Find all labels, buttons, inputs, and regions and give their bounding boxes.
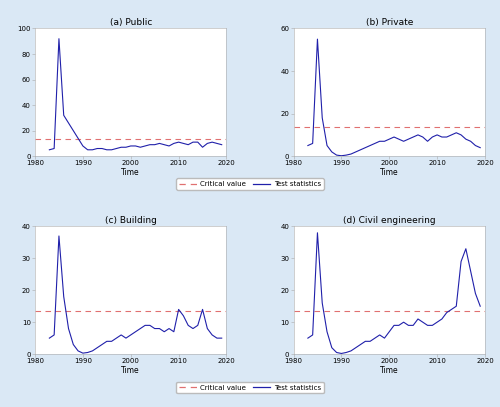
Title: (c) Building: (c) Building: [105, 216, 156, 225]
X-axis label: Time: Time: [122, 365, 140, 375]
Legend: Critical value, Test statistics: Critical value, Test statistics: [176, 178, 324, 190]
X-axis label: Time: Time: [380, 168, 398, 177]
X-axis label: Time: Time: [380, 365, 398, 375]
X-axis label: Time: Time: [122, 168, 140, 177]
Title: (d) Civil engineering: (d) Civil engineering: [343, 216, 436, 225]
Title: (b) Private: (b) Private: [366, 18, 413, 27]
Title: (a) Public: (a) Public: [110, 18, 152, 27]
Legend: Critical value, Test statistics: Critical value, Test statistics: [176, 382, 324, 393]
